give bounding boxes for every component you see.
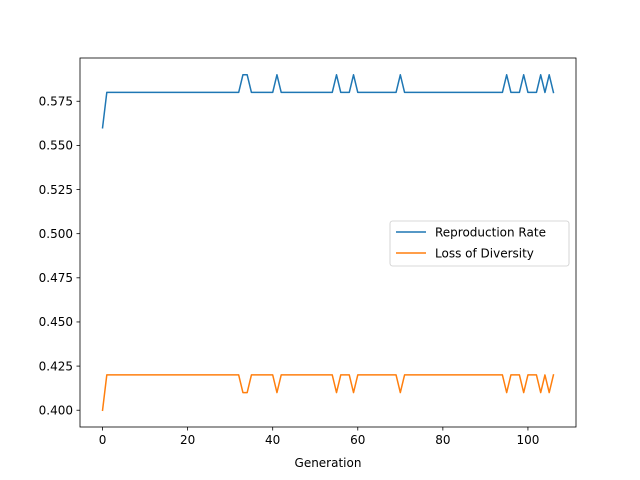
series-line-1 xyxy=(101,374,555,412)
y-tick-label: 0.500 xyxy=(39,227,73,241)
legend: Reproduction Rate Loss of Diversity xyxy=(389,220,570,267)
axes-frame xyxy=(79,57,577,428)
x-tick-label: 80 xyxy=(435,433,450,447)
y-tick-label: 0.400 xyxy=(39,404,73,418)
legend-label-0: Reproduction Rate xyxy=(435,225,546,239)
legend-label-1: Loss of Diversity xyxy=(435,246,534,260)
x-axis-ticks: 0 20 40 60 80 100 xyxy=(99,427,539,447)
x-tick-label: 20 xyxy=(180,433,195,447)
y-axis-ticks: 0.400 0.425 0.450 0.475 0.500 0.525 0.550 0.575 xyxy=(39,95,80,418)
y-tick-label: 0.525 xyxy=(39,183,73,197)
x-tick-label: 60 xyxy=(350,433,365,447)
x-tick-label: 100 xyxy=(516,433,539,447)
x-tick-label: 0 xyxy=(99,433,107,447)
series-layer xyxy=(101,74,555,412)
x-tick-label: 40 xyxy=(265,433,280,447)
x-axis-label: Generation xyxy=(295,456,362,470)
y-tick-label: 0.550 xyxy=(39,139,73,153)
y-tick-label: 0.425 xyxy=(39,359,73,373)
y-tick-label: 0.475 xyxy=(39,271,73,285)
series-line-0 xyxy=(101,74,555,129)
legend-box xyxy=(389,220,570,267)
plot-area xyxy=(79,57,577,428)
y-tick-label: 0.450 xyxy=(39,315,73,329)
y-tick-label: 0.575 xyxy=(39,95,73,109)
